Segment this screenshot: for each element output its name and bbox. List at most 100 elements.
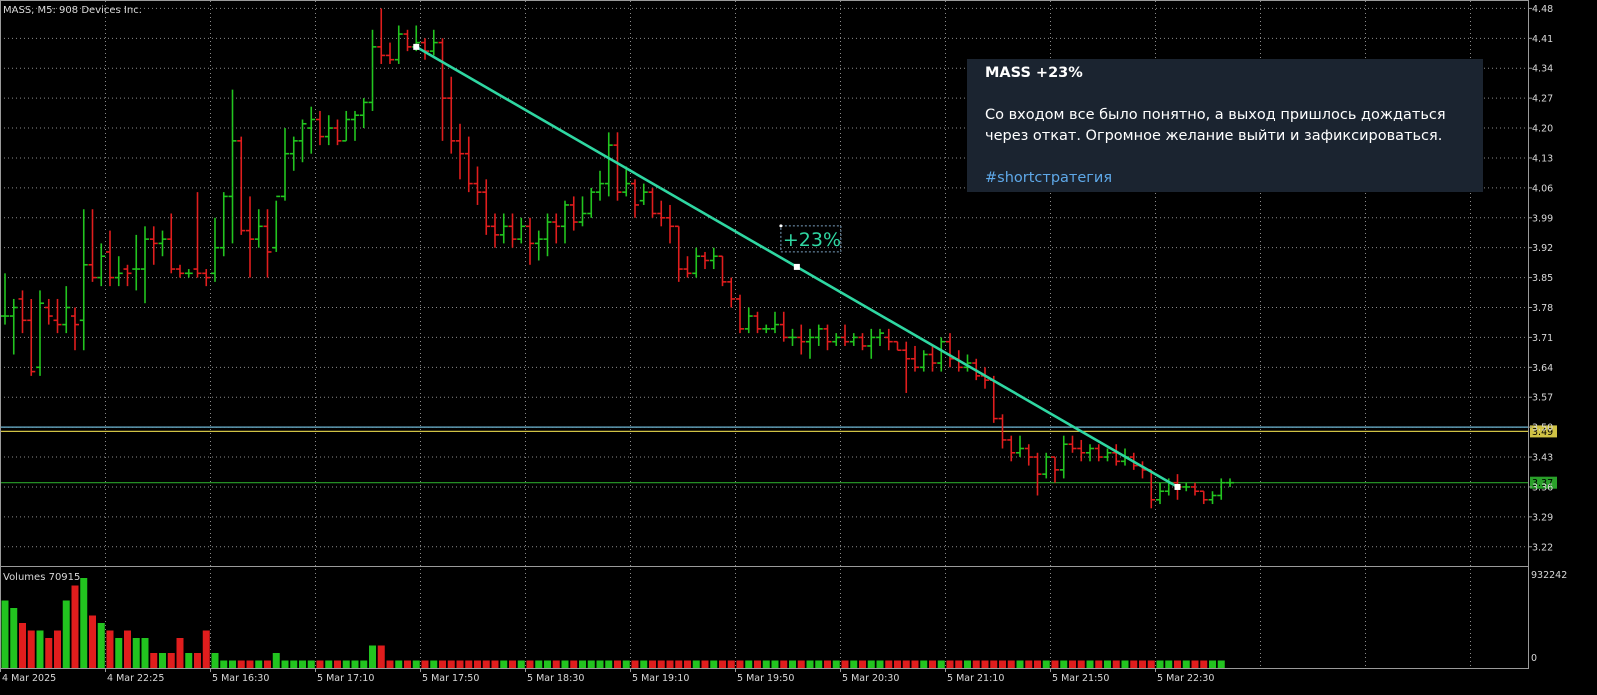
ohlc-bar (149, 226, 158, 265)
ohlc-bar (806, 328, 814, 359)
ohlc-bar (438, 38, 447, 141)
time-axis-label: 5 Mar 21:10 (947, 673, 1004, 684)
volume-bar (614, 660, 621, 668)
ohlc-bar (1033, 452, 1042, 496)
ohlc-bar (9, 298, 18, 355)
ohlc-bar (272, 195, 281, 252)
price-axis-label: 3.36 (1532, 482, 1553, 493)
volume-bar (1069, 660, 1076, 668)
volume-bar (1007, 660, 1015, 668)
volume-bar (500, 660, 508, 668)
note-title: MASS +23% (985, 65, 1083, 81)
ohlc-bar (561, 200, 569, 244)
volume-bar (89, 615, 96, 668)
time-axis-label: 5 Mar 18:30 (527, 673, 584, 684)
volume-bar (684, 660, 691, 668)
time-axis-label: 5 Mar 19:50 (737, 673, 794, 684)
price-level-label: 3.37 (1532, 478, 1553, 489)
price-axis-label: 3.57 (1532, 393, 1553, 404)
ohlc-bar (281, 128, 289, 201)
volume-bar (272, 653, 280, 668)
volume-bar (1130, 660, 1138, 668)
volume-bar (1156, 660, 1164, 668)
ohlc-bar (543, 213, 552, 257)
ohlc-bar (202, 269, 211, 287)
trade-note: MASS +23% Со входом все было понятно, а … (967, 59, 1483, 192)
volume-bar (281, 660, 289, 668)
price-level-tag (1530, 476, 1557, 489)
ohlc-bar (657, 200, 666, 227)
volume-bar (1, 600, 9, 668)
price-axis-label: 4.13 (1532, 153, 1553, 164)
time-axis-label: 5 Mar 22:30 (1157, 673, 1214, 684)
ohlc-bar (832, 333, 841, 346)
ohlc-bar (1217, 478, 1226, 500)
volume-bar (360, 660, 368, 668)
volume-bar (264, 660, 271, 668)
ohlc-bar (604, 132, 613, 197)
ohlc-bar (1024, 444, 1033, 466)
volume-bar (412, 660, 420, 668)
ohlc-bar (937, 337, 946, 372)
volume-bar (229, 660, 236, 668)
volume-bar (10, 608, 18, 668)
volume-bar (640, 660, 648, 668)
volume-bar (517, 660, 525, 668)
volume-bar (666, 660, 674, 668)
volume-bar (316, 660, 324, 668)
volume-bar (491, 660, 499, 668)
volume-bar (649, 660, 656, 668)
ohlc-bar (464, 136, 473, 193)
ohlc-bar (1086, 444, 1094, 462)
ohlc-bar (114, 256, 123, 287)
ohlc-bar (27, 298, 36, 376)
volume-bar (894, 660, 901, 668)
volume-bar (1034, 660, 1041, 668)
volume-bar (150, 653, 158, 668)
ohlc-bar (517, 217, 526, 244)
volume-bar (62, 600, 70, 668)
ohlc-bar (228, 89, 237, 244)
price-axis-label: 3.85 (1532, 273, 1553, 284)
ohlc-bar (762, 324, 771, 334)
ohlc-bar (1007, 435, 1016, 462)
volume-bar (351, 660, 359, 668)
ohlc-bar (263, 209, 272, 278)
ohlc-bar (316, 110, 324, 146)
volume-bar (622, 660, 630, 668)
price-level-tag (1530, 425, 1557, 438)
volume-bar (71, 585, 79, 668)
volume-bar (1095, 660, 1103, 668)
volume-bar (754, 660, 761, 668)
ohlc-bar (53, 298, 62, 334)
ohlc-bar (403, 29, 412, 52)
ohlc-bar (587, 187, 596, 218)
volume-bar (736, 660, 744, 668)
time-axis-label: 4 Mar 22:25 (107, 673, 164, 684)
volume-bar (859, 660, 866, 668)
time-axis-label: 5 Mar 17:50 (422, 673, 479, 684)
chart-frame (0, 0, 1529, 669)
price-level-label: 3.49 (1532, 427, 1553, 438)
volume-bar (955, 660, 963, 668)
ohlc-bar (841, 324, 849, 346)
volume-bar (745, 660, 753, 668)
volume-bar (299, 660, 306, 668)
volume-bar (762, 660, 770, 668)
volume-bar (36, 630, 44, 668)
volume-bar (701, 660, 709, 668)
ohlc-bar (998, 414, 1007, 449)
ohlc-bar (919, 350, 928, 372)
ohlc-bar (578, 196, 587, 227)
ohlc-bar (771, 311, 779, 334)
volume-bar (911, 660, 919, 668)
price-axis-label: 4.34 (1532, 64, 1553, 75)
volume-label: Volumes 70915 (3, 572, 80, 583)
volume-bar (430, 660, 438, 668)
note-hashtag[interactable]: #shortстратегия (985, 170, 1113, 186)
volume-bar (456, 660, 464, 668)
ohlc-bar (1156, 482, 1164, 505)
volume-bar (1104, 660, 1111, 668)
volume-bar (465, 660, 473, 668)
